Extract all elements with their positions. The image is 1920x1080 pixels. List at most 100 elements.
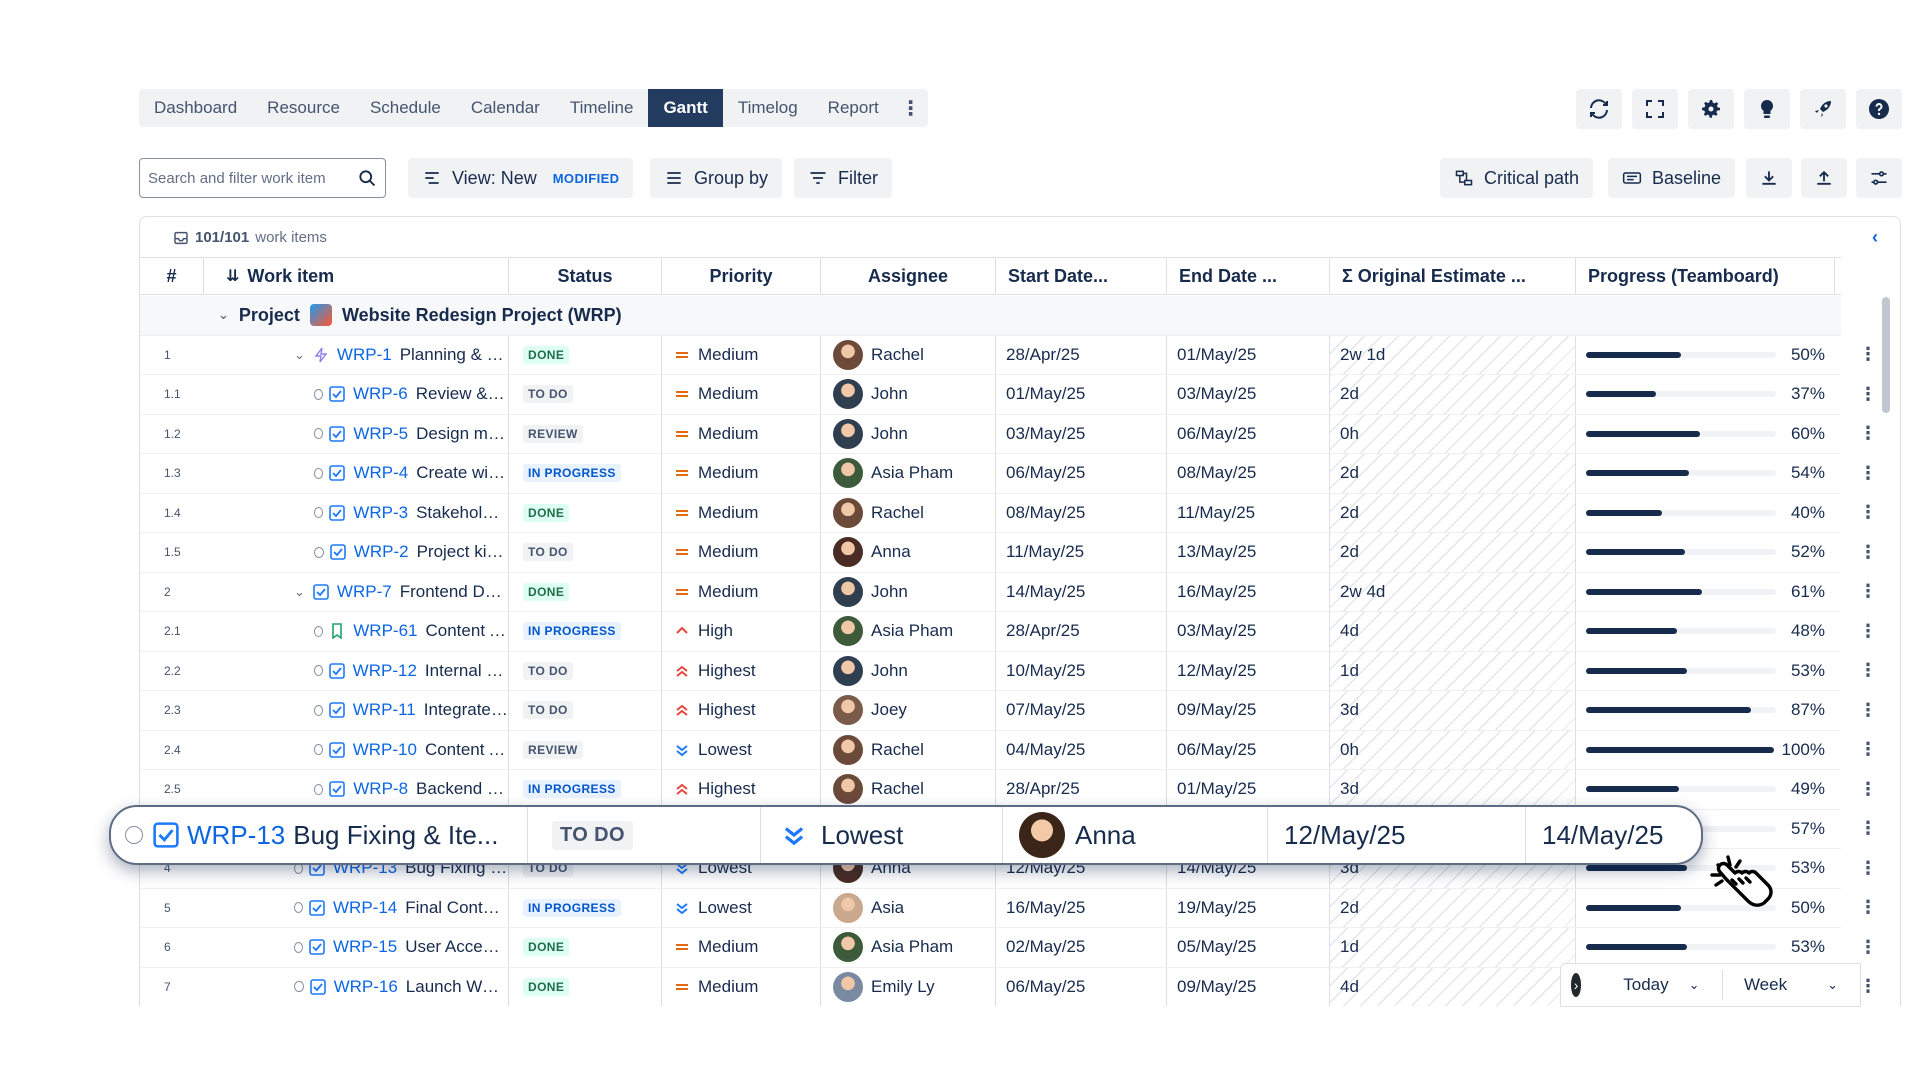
start-date-cell[interactable]: 06/May/25 xyxy=(996,454,1167,493)
estimate-cell[interactable]: 2w 1d xyxy=(1330,335,1576,374)
work-item-key[interactable]: WRP-61 xyxy=(353,621,418,641)
start-date-cell[interactable]: 02/May/25 xyxy=(996,928,1167,967)
help-button[interactable] xyxy=(1856,89,1902,129)
estimate-cell[interactable]: 2d xyxy=(1330,375,1576,414)
table-row[interactable]: 2.2 WRP-12 Internal QA T... TO DO Highest Joh… xyxy=(140,651,1877,691)
priority-cell[interactable]: Medium xyxy=(662,572,821,611)
assignee-cell[interactable]: Asia Pham xyxy=(821,454,996,493)
row-more-icon[interactable]: ⋮ xyxy=(1859,976,1877,997)
row-more-icon[interactable]: ⋮ xyxy=(1859,818,1877,839)
status-cell[interactable]: DONE xyxy=(509,493,662,532)
tab-calendar[interactable]: Calendar xyxy=(470,98,540,117)
work-item-title[interactable]: Frontend Develo... xyxy=(399,581,508,601)
priority-cell[interactable]: Medium xyxy=(662,493,821,532)
status-cell[interactable]: IN PROGRESS xyxy=(509,770,662,809)
end-date-cell[interactable]: 03/May/25 xyxy=(1167,375,1330,414)
assignee-cell[interactable]: Rachel xyxy=(821,335,996,374)
assignee-cell[interactable]: Rachel xyxy=(821,730,996,769)
estimate-cell[interactable]: 3d xyxy=(1330,770,1576,809)
assignee-cell[interactable]: Asia xyxy=(821,888,996,927)
end-date-cell[interactable]: 13/May/25 xyxy=(1167,533,1330,572)
work-item-key[interactable]: WRP-14 xyxy=(333,897,398,917)
start-date-cell[interactable]: 10/May/25 xyxy=(996,651,1167,690)
work-item-cell[interactable]: WRP-4 Create wirefr... xyxy=(204,454,509,493)
work-item-key[interactable]: WRP-3 xyxy=(353,502,409,522)
table-row[interactable]: 2 ⌄ WRP-7 Frontend Develo... DONE Medium John 1… xyxy=(140,572,1877,612)
row-more-icon[interactable]: ⋮ xyxy=(1859,778,1877,799)
assignee-cell[interactable]: Asia Pham xyxy=(821,928,996,967)
search-icon[interactable] xyxy=(357,168,377,188)
start-date-cell[interactable]: 01/May/25 xyxy=(996,375,1167,414)
start-date-cell[interactable]: 03/May/25 xyxy=(996,414,1167,453)
row-more-icon[interactable]: ⋮ xyxy=(1859,739,1877,760)
upload-button[interactable] xyxy=(1801,158,1847,198)
work-item-key[interactable]: WRP-7 xyxy=(336,581,392,601)
status-badge[interactable]: DONE xyxy=(523,582,570,601)
work-item-cell[interactable]: WRP-8 Backend Dev... xyxy=(204,770,509,809)
view-button[interactable]: View: New MODIFIED xyxy=(408,158,634,198)
estimate-cell[interactable]: 2d xyxy=(1330,533,1576,572)
status-cell[interactable]: REVIEW xyxy=(509,414,662,453)
start-date-cell[interactable]: 04/May/25 xyxy=(996,730,1167,769)
fullscreen-button[interactable] xyxy=(1632,89,1678,129)
more-tabs-icon[interactable]: ⋮ xyxy=(900,97,921,120)
chevron-down-icon[interactable]: ⌄ xyxy=(294,583,305,599)
status-badge[interactable]: REVIEW xyxy=(523,424,583,443)
ideas-button[interactable] xyxy=(1744,89,1790,129)
status-badge[interactable]: DONE xyxy=(523,977,570,996)
priority-cell[interactable]: Medium xyxy=(662,928,821,967)
assignee-cell[interactable]: Anna xyxy=(821,533,996,572)
work-item-cell[interactable]: ⌄ WRP-1 Planning & Design xyxy=(204,335,509,374)
table-row[interactable]: 1.2 WRP-5 Design mock... REVIEW Medium John 03… xyxy=(140,414,1877,454)
work-item-key[interactable]: WRP-10 xyxy=(352,739,417,759)
work-item-title[interactable]: Internal QA T... xyxy=(424,660,508,680)
today-dropdown[interactable]: Today ⌄ xyxy=(1601,964,1721,1006)
tab-timelog[interactable]: Timelog xyxy=(737,98,798,117)
sync-button[interactable] xyxy=(1576,89,1622,129)
work-item-title[interactable]: Integrate Fro... xyxy=(423,700,508,720)
work-item-key[interactable]: WRP-15 xyxy=(332,937,398,957)
work-item-key[interactable]: WRP-6 xyxy=(352,384,408,404)
scale-dropdown[interactable]: Week ⌄ xyxy=(1722,964,1860,1006)
expand-all-icon[interactable]: ⇊ xyxy=(226,268,240,285)
col-header-work-item[interactable]: ⇊ Work item xyxy=(204,258,509,294)
estimate-cell[interactable]: 2w 4d xyxy=(1330,572,1576,611)
work-item-cell[interactable]: WRP-61 Content Audit xyxy=(204,612,509,651)
table-row[interactable]: 7 WRP-16 Launch Website DONE Medium Emily Ly 0… xyxy=(140,967,1877,1006)
start-date-cell[interactable]: 28/Apr/25 xyxy=(996,612,1167,651)
start-date-cell[interactable]: 28/Apr/25 xyxy=(996,335,1167,374)
estimate-cell[interactable]: 1d xyxy=(1330,651,1576,690)
row-more-icon[interactable]: ⋮ xyxy=(1859,857,1877,878)
end-date-cell[interactable]: 11/May/25 xyxy=(1167,493,1330,532)
end-date-cell[interactable]: 03/May/25 xyxy=(1167,612,1330,651)
priority-cell[interactable]: Highest xyxy=(662,691,821,730)
end-date-cell[interactable]: 09/May/25 xyxy=(1167,967,1330,1006)
settings-button[interactable] xyxy=(1688,89,1734,129)
status-badge[interactable]: REVIEW xyxy=(523,740,583,759)
work-item-key[interactable]: WRP-8 xyxy=(353,779,409,799)
work-item-title[interactable]: Final Content U... xyxy=(405,897,508,917)
row-more-icon[interactable]: ⋮ xyxy=(1859,897,1877,918)
status-badge[interactable]: DONE xyxy=(523,503,570,522)
collapse-panel-icon[interactable]: ‹ xyxy=(1872,227,1878,247)
start-date-cell[interactable]: 14/May/25 xyxy=(996,572,1167,611)
chevron-down-icon[interactable]: ⌄ xyxy=(294,346,305,362)
work-item-title[interactable]: Planning & Design xyxy=(399,344,508,364)
start-date-cell[interactable]: 11/May/25 xyxy=(996,533,1167,572)
col-header-status[interactable]: Status xyxy=(509,258,662,294)
status-cell[interactable]: DONE xyxy=(509,572,662,611)
status-badge[interactable]: IN PROGRESS xyxy=(523,464,621,483)
table-row[interactable]: 6 WRP-15 User Acceptanc... DONE Medium Asia P… xyxy=(140,928,1877,968)
work-item-cell[interactable]: WRP-10 Content Audi... xyxy=(204,730,509,769)
work-item-cell[interactable]: WRP-12 Internal QA T... xyxy=(204,651,509,690)
start-date-cell[interactable]: 08/May/25 xyxy=(996,493,1167,532)
dragged-row[interactable]: WRP-13 Bug Fixing & Ite... TO DO Lowest … xyxy=(109,805,1703,865)
priority-cell[interactable]: Medium xyxy=(662,454,821,493)
search-box[interactable] xyxy=(139,158,386,198)
tab-dashboard[interactable]: Dashboard xyxy=(154,98,238,117)
col-header-priority[interactable]: Priority xyxy=(662,258,821,294)
estimate-cell[interactable]: 2d xyxy=(1330,888,1576,927)
chevron-down-icon[interactable]: ⌄ xyxy=(218,307,229,323)
row-more-icon[interactable]: ⋮ xyxy=(1859,423,1877,444)
settings-sliders-button[interactable] xyxy=(1856,158,1902,198)
